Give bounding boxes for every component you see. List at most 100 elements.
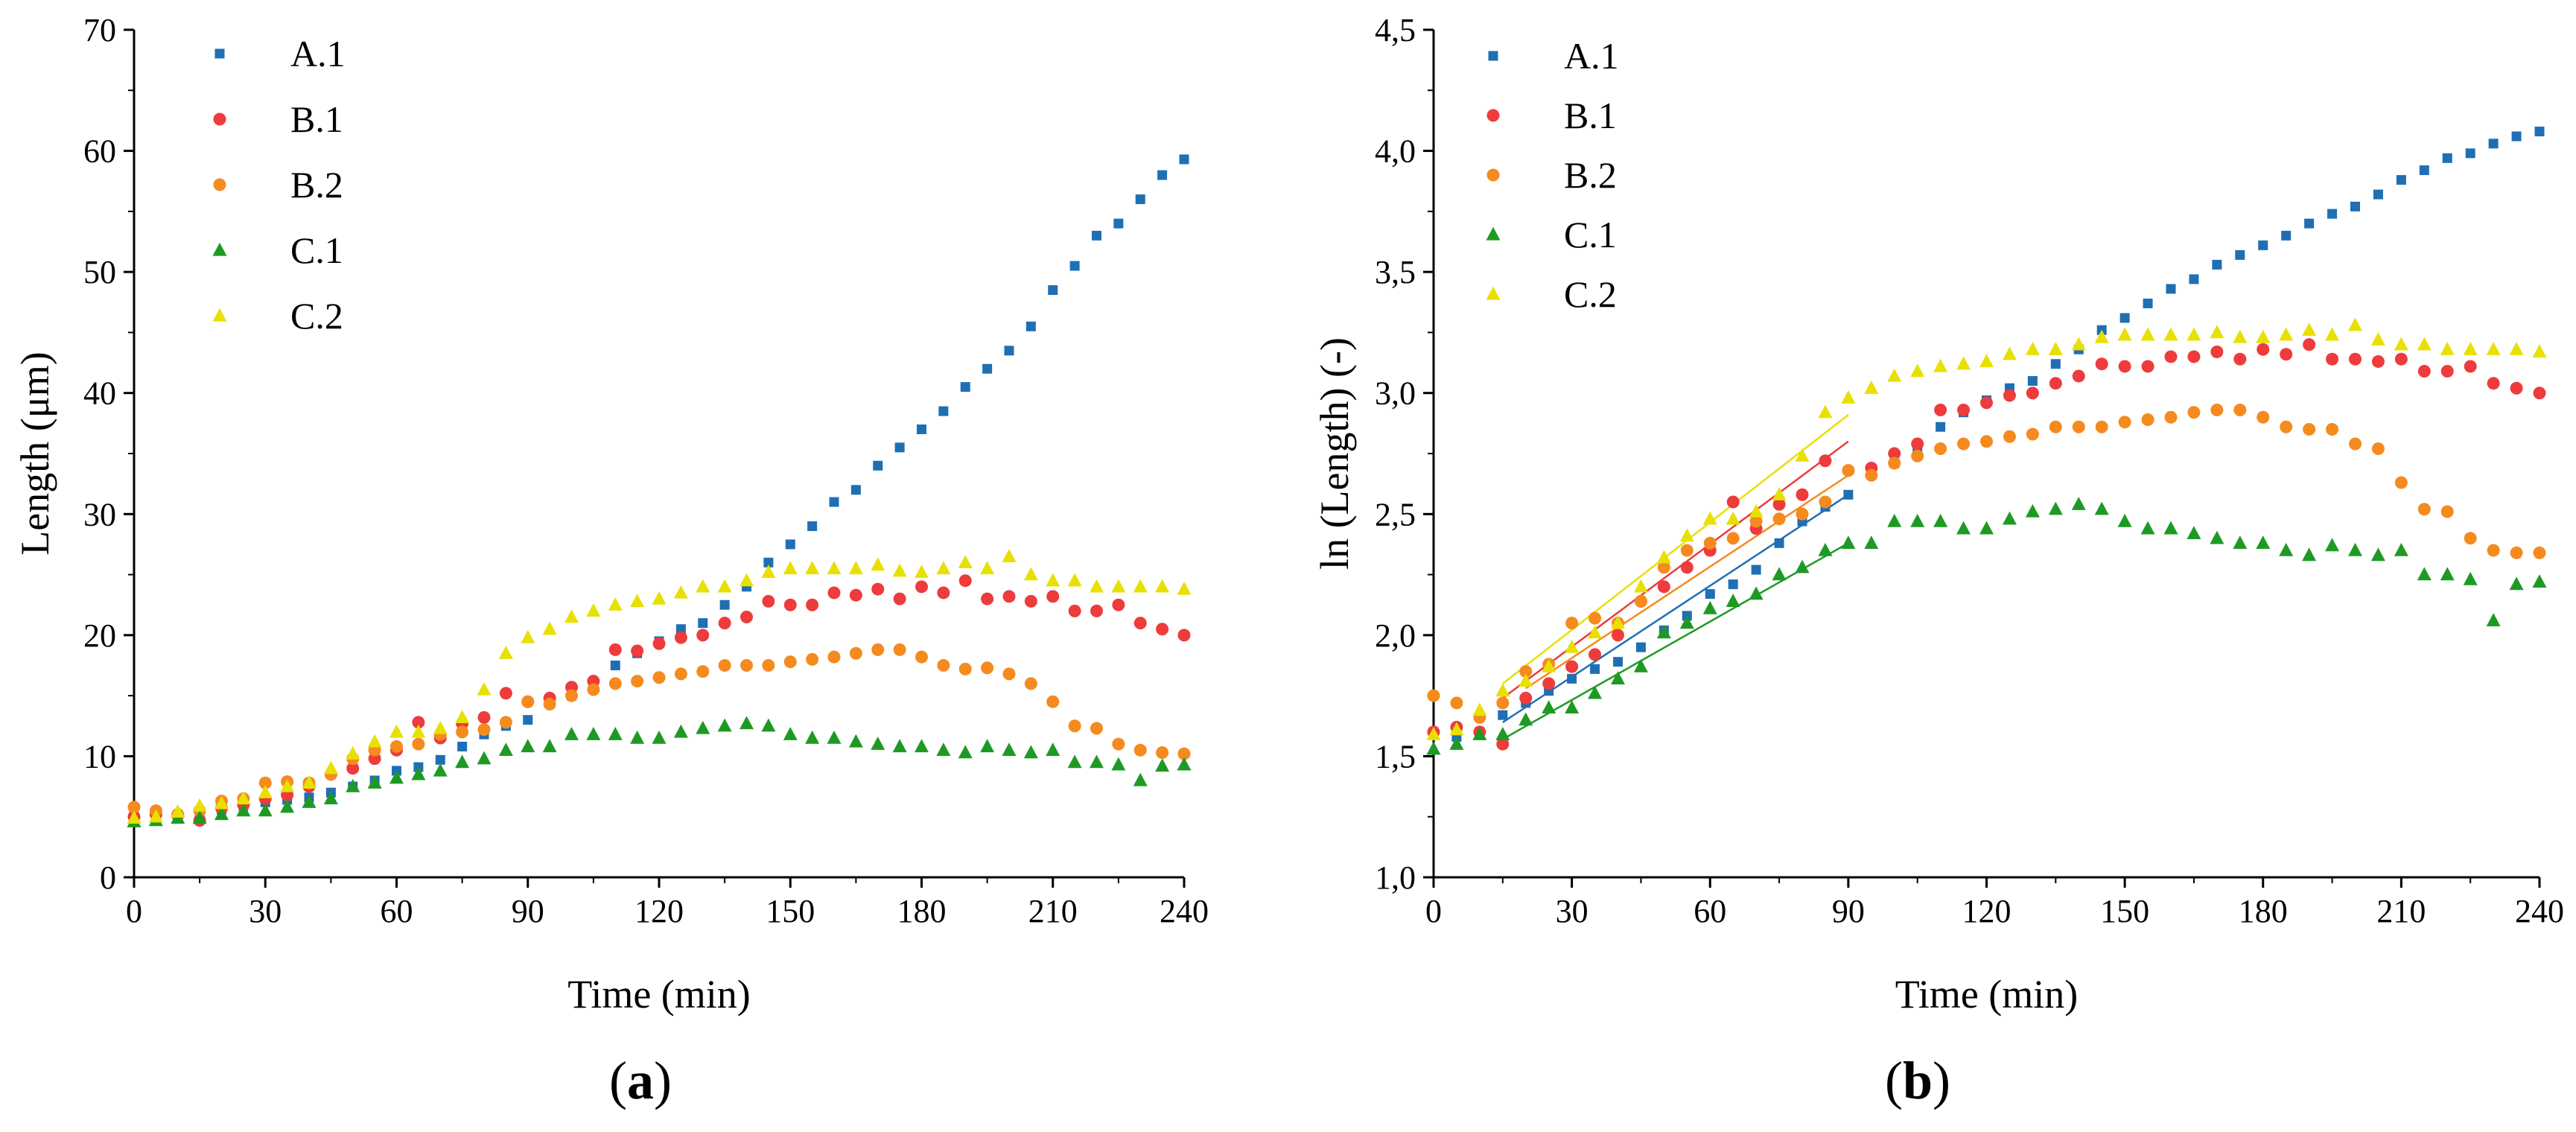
data-point	[805, 730, 820, 744]
legend-label: C.1	[290, 229, 343, 271]
legend-marker	[214, 48, 225, 59]
data-point	[893, 643, 906, 656]
data-point	[302, 795, 317, 808]
data-point	[2026, 387, 2039, 400]
data-point	[2486, 613, 2501, 626]
data-point	[696, 629, 710, 642]
data-point	[280, 778, 295, 792]
data-point	[1590, 664, 1600, 674]
data-point	[2118, 360, 2131, 373]
data-point	[2396, 175, 2406, 185]
data-point	[1702, 600, 1717, 614]
data-point	[630, 730, 645, 744]
data-point	[1911, 437, 1924, 451]
data-point	[718, 659, 731, 672]
data-point	[1936, 422, 1946, 432]
data-point	[346, 745, 360, 760]
data-point	[938, 406, 949, 416]
data-point	[981, 661, 994, 675]
data-point	[2509, 341, 2524, 355]
data-point	[608, 677, 622, 690]
legend-label: C.2	[1564, 273, 1617, 315]
chart-panel-a: 0 30 60 90 120 150 180 210 240 0 10 20 30 40 50 60 70 Tim…	[13, 12, 1209, 1017]
legend-label: C.1	[1564, 214, 1617, 255]
x-tick-label: 240	[1160, 893, 1209, 929]
data-point	[1634, 594, 1647, 608]
data-point	[2025, 503, 2040, 518]
legend-marker	[1486, 286, 1501, 300]
data-point	[2304, 218, 2315, 229]
data-point	[523, 715, 533, 725]
data-point	[2464, 532, 2477, 545]
data-point	[1133, 772, 1148, 786]
x-axis-title: Time (min)	[567, 972, 751, 1017]
data-point	[2370, 331, 2385, 346]
data-point	[2140, 521, 2155, 535]
y-tick-label: 40	[83, 375, 116, 412]
data-point	[477, 751, 492, 765]
fit-line-B-2	[1525, 474, 1849, 690]
x-tick-label: 90	[512, 893, 544, 929]
data-point	[2509, 576, 2524, 591]
data-point	[2303, 338, 2316, 352]
data-point	[2141, 360, 2154, 373]
data-point	[915, 739, 929, 753]
data-point	[1819, 454, 1832, 468]
data-point	[652, 730, 667, 744]
data-point	[2487, 377, 2500, 390]
data-point	[1865, 468, 1878, 482]
data-point	[958, 555, 973, 568]
chart-panel-b: 0 30 60 90 120 150 180 210 240 1,0 1,5 2,0 2,5 3,0 3,5…	[1312, 12, 2564, 1017]
data-point	[1726, 511, 1740, 525]
data-point	[1542, 700, 1556, 714]
data-point	[1887, 513, 1902, 527]
data-point	[1155, 579, 1170, 593]
data-point	[346, 778, 360, 792]
legend-marker	[212, 308, 227, 322]
data-point	[2140, 327, 2155, 341]
data-point	[1565, 700, 1580, 714]
data-point	[1702, 511, 1717, 525]
data-point	[1565, 639, 1580, 653]
series-A-1	[129, 154, 1189, 824]
data-point	[435, 754, 445, 765]
series-C-1	[1426, 497, 2547, 755]
data-point	[936, 743, 951, 756]
legend-marker	[1486, 109, 1500, 122]
data-point	[1155, 758, 1170, 772]
data-point	[433, 720, 448, 734]
data-point	[2212, 259, 2222, 270]
data-point	[2279, 542, 2294, 556]
data-point	[1956, 521, 1971, 535]
data-point	[1656, 625, 1671, 639]
data-point	[1046, 743, 1060, 756]
data-point	[892, 563, 907, 577]
y-tick-label: 0	[100, 859, 116, 896]
data-point	[2072, 420, 2085, 433]
data-point	[673, 724, 688, 738]
data-point	[2235, 249, 2245, 260]
data-point	[2257, 410, 2270, 424]
data-point	[2440, 567, 2455, 581]
data-point	[1703, 536, 1717, 550]
y-tick-label: 2,5	[1375, 496, 1416, 532]
data-point	[1864, 381, 1879, 394]
data-point	[1795, 448, 1810, 462]
data-point	[1519, 691, 1533, 705]
data-point	[2095, 420, 2108, 433]
data-point	[236, 791, 251, 804]
series-B-2	[1427, 403, 2546, 724]
data-point	[1449, 722, 1464, 736]
data-point	[192, 810, 207, 824]
data-point	[1588, 648, 1602, 661]
data-point	[631, 675, 644, 688]
data-point	[1680, 544, 1694, 557]
data-point	[871, 643, 885, 656]
data-point	[1024, 677, 1037, 690]
data-point	[1090, 722, 1103, 735]
data-point	[610, 661, 620, 670]
data-point	[894, 442, 905, 453]
legend-label: B.1	[290, 98, 343, 140]
data-point	[389, 770, 404, 784]
